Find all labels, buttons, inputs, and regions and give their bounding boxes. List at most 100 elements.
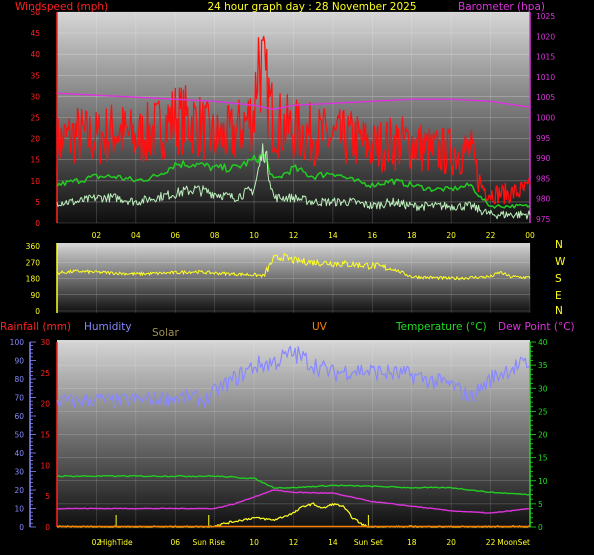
- hour-tick-label: 00: [525, 231, 535, 240]
- temperature-tick-label: 25: [538, 407, 548, 416]
- temperature-tick-label: 15: [538, 454, 548, 463]
- barometer-tick-label: 1000: [536, 114, 555, 123]
- uv-label: UV: [312, 321, 328, 333]
- event-label: HighTide: [100, 538, 133, 547]
- rain-tick-label: 0: [45, 523, 50, 532]
- humidity-tick-label: 100: [10, 338, 25, 347]
- hour-tick-label: 22: [486, 538, 496, 547]
- humidity-tick-label: 30: [14, 468, 24, 477]
- graph-title: 24 hour graph day : 28 November 2025: [207, 1, 416, 13]
- wind-tick-label: 20: [30, 135, 40, 144]
- humidity-tick-label: 90: [14, 357, 24, 366]
- series-average-line: [56, 153, 531, 209]
- hour-tick-label: 04: [131, 231, 141, 240]
- hour-tick-label: 22: [486, 231, 496, 240]
- barometer-tick-label: 1015: [536, 53, 555, 62]
- series-barometer-line: [56, 92, 531, 111]
- hour-tick-label: 16: [368, 231, 378, 240]
- compass-n-bottom: N: [555, 305, 563, 317]
- hour-tick-label: 20: [446, 538, 456, 547]
- barometer-tick-label: 1005: [536, 93, 555, 102]
- wind-tick-label: 45: [30, 29, 40, 38]
- barometer-tick-label: 980: [536, 195, 551, 204]
- barometer-tick-label: 1010: [536, 73, 555, 82]
- rain-tick-label: 5: [45, 492, 50, 501]
- rainfall-label: Rainfall (mm): [0, 321, 71, 333]
- humidity-tick-label: 0: [19, 523, 24, 532]
- hour-tick-label: 12: [289, 538, 299, 547]
- humidity-tick-label: 60: [14, 412, 24, 421]
- barometer-tick-label: 1020: [536, 32, 555, 41]
- wind-tick-label: 5: [35, 198, 40, 207]
- wind-tick-label: 30: [30, 92, 40, 101]
- hour-tick-label: 14: [328, 538, 338, 547]
- dewpoint-label: Dew Point (°C): [498, 321, 575, 333]
- barometer-tick-label: 990: [536, 154, 551, 163]
- rain-tick-label: 30: [40, 338, 50, 347]
- humidity-tick-label: 70: [14, 394, 24, 403]
- hour-tick-label: 18: [407, 538, 417, 547]
- series-direction-line: [56, 252, 531, 281]
- hour-tick-label: 20: [446, 231, 456, 240]
- barometer-tick-label: 1025: [536, 12, 555, 21]
- hour-tick-label: 12: [289, 231, 299, 240]
- event-label: Sun Set: [354, 538, 383, 547]
- humidity-label: Humidity: [84, 321, 132, 333]
- direction-tick-label: 180: [26, 275, 41, 284]
- wind-tick-label: 35: [30, 71, 40, 80]
- temperature-tick-label: 0: [538, 523, 543, 532]
- hour-tick-label: 02: [92, 231, 102, 240]
- hour-tick-label: 14: [328, 231, 338, 240]
- direction-tick-label: 270: [26, 258, 41, 267]
- series-dewpoint-line: [56, 489, 531, 514]
- temperature-tick-label: 30: [538, 384, 548, 393]
- event-label: MoonSet: [497, 538, 530, 547]
- wind-tick-label: 10: [30, 177, 40, 186]
- humidity-tick-label: 50: [14, 431, 24, 440]
- direction-tick-label: 90: [30, 291, 40, 300]
- wind-tick-label: 15: [30, 156, 40, 165]
- temperature-tick-label: 10: [538, 477, 548, 486]
- solar-label: Solar: [152, 327, 179, 339]
- temperature-tick-label: 35: [538, 361, 548, 370]
- hour-tick-label: 18: [407, 231, 417, 240]
- humidity-tick-label: 20: [14, 486, 24, 495]
- compass-n-top: N: [555, 239, 563, 251]
- temperature-tick-label: 40: [538, 338, 548, 347]
- humidity-tick-label: 10: [14, 505, 24, 514]
- windspeed-label: Windspeed (mph): [15, 1, 108, 13]
- temperature-tick-label: 5: [538, 500, 543, 509]
- series-humidity-line: [56, 345, 531, 409]
- hour-tick-label: 10: [249, 231, 259, 240]
- event-label: Sun Rise: [193, 538, 226, 547]
- direction-tick-label: 360: [26, 242, 41, 251]
- barometer-tick-label: 975: [536, 215, 551, 224]
- hour-tick-label: 02: [92, 538, 102, 547]
- barometer-label: Barometer (hpa): [458, 1, 545, 13]
- rain-tick-label: 10: [40, 461, 50, 470]
- series-gust-line: [56, 35, 531, 205]
- temperature-label: Temperature (°C): [395, 321, 487, 333]
- series-temperature-line: [56, 474, 531, 496]
- compass-w: W: [555, 256, 566, 268]
- hour-tick-label: 06: [170, 231, 180, 240]
- barometer-tick-label: 995: [536, 134, 551, 143]
- rain-tick-label: 20: [40, 400, 50, 409]
- compass-s: S: [555, 273, 562, 285]
- humidity-tick-label: 40: [14, 449, 24, 458]
- barometer-tick-label: 985: [536, 174, 551, 183]
- axes: 0510152025303540455097598098599099510001…: [10, 8, 556, 547]
- direction-tick-label: 0: [35, 307, 40, 316]
- wind-tick-label: 40: [30, 50, 40, 59]
- hour-tick-label: 06: [170, 538, 180, 547]
- humidity-tick-label: 80: [14, 375, 24, 384]
- rain-tick-label: 15: [40, 431, 50, 440]
- hour-tick-label: 08: [210, 231, 220, 240]
- wind-tick-label: 50: [30, 8, 40, 17]
- rain-tick-label: 25: [40, 369, 50, 378]
- temperature-tick-label: 20: [538, 431, 548, 440]
- wind-tick-label: 0: [35, 219, 40, 228]
- series-wind-line: [56, 143, 531, 220]
- compass-e: E: [555, 290, 562, 302]
